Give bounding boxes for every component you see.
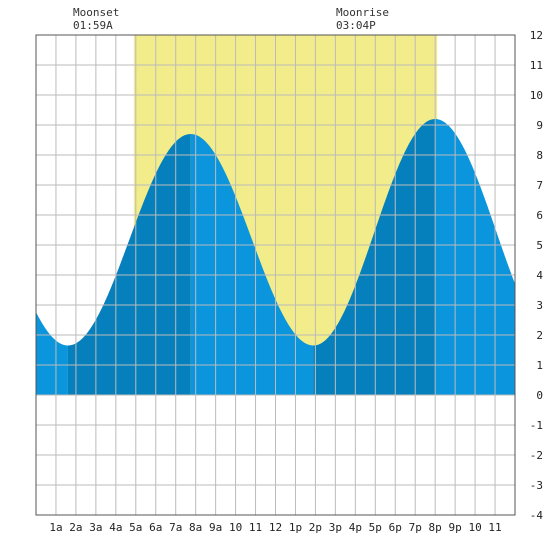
- tide-segment-2-light: [190, 134, 314, 395]
- x-tick-label: 10: [468, 521, 481, 534]
- x-tick-label: 3a: [89, 521, 102, 534]
- y-tick-label: 5: [536, 239, 543, 252]
- y-tick-label: 11: [530, 59, 543, 72]
- tide-segment-0-light: [36, 312, 68, 395]
- grid-layer: [36, 34, 515, 516]
- x-tick-label: 11: [488, 521, 501, 534]
- y-tick-label: 8: [536, 149, 543, 162]
- moonrise-label: Moonrise: [336, 6, 389, 19]
- y-tick-label: 7: [536, 179, 543, 192]
- y-tick-label: 6: [536, 209, 543, 222]
- x-tick-label: 5p: [369, 521, 382, 534]
- plot-frame: [35, 34, 516, 516]
- moonset-annotation: Moonset 01:59A: [73, 6, 119, 32]
- x-tick-label: 9p: [449, 521, 462, 534]
- x-tick-label: 2p: [309, 521, 322, 534]
- x-tick-label: 8a: [189, 521, 202, 534]
- x-tick-label: 11: [249, 521, 262, 534]
- y-tick-label: 9: [536, 119, 543, 132]
- y-tick-label: -3: [530, 479, 543, 492]
- y-tick-label: -2: [530, 449, 543, 462]
- y-tick-label: -1: [530, 419, 543, 432]
- x-tick-label: 6a: [149, 521, 162, 534]
- x-tick-label: 4a: [109, 521, 122, 534]
- x-tick-label: 10: [229, 521, 242, 534]
- y-tick-label: -4: [530, 509, 544, 522]
- x-tick-label: 1a: [49, 521, 62, 534]
- plot-border: [35, 34, 516, 516]
- x-tick-label: 3p: [329, 521, 342, 534]
- x-tick-label: 9a: [209, 521, 222, 534]
- y-tick-label: 3: [536, 299, 543, 312]
- y-tick-label: 10: [530, 89, 543, 102]
- y-tick-label: 2: [536, 329, 543, 342]
- x-tick-label: 1p: [289, 521, 302, 534]
- y-tick-label: 1: [536, 359, 543, 372]
- moonrise-annotation: Moonrise 03:04P: [336, 6, 389, 32]
- x-tick-label: 4p: [349, 521, 362, 534]
- x-tick-label: 6p: [389, 521, 402, 534]
- moonset-time: 01:59A: [73, 19, 113, 32]
- x-tick-labels: 1a 2a 3a 4a 5a 6a 7a 8a 9a 10 11 12 1p 2p 3p 4p 5p 6p 7p 8p…: [49, 521, 501, 534]
- moonset-label: Moonset: [73, 6, 120, 19]
- tide-segment-1-dark: [67, 134, 191, 395]
- moonrise-time: 03:04P: [336, 19, 376, 32]
- x-tick-label: 12: [269, 521, 282, 534]
- x-tick-label: 7a: [169, 521, 182, 534]
- y-tick-label: 4: [536, 269, 543, 282]
- x-tick-label: 5a: [129, 521, 142, 534]
- y-tick-label: 0: [536, 389, 543, 402]
- x-tick-label: 7p: [409, 521, 422, 534]
- x-tick-label: 8p: [429, 521, 442, 534]
- tide-segment-3-dark: [313, 119, 436, 395]
- x-tick-label: 2a: [69, 521, 82, 534]
- y-tick-label: 12: [530, 29, 543, 42]
